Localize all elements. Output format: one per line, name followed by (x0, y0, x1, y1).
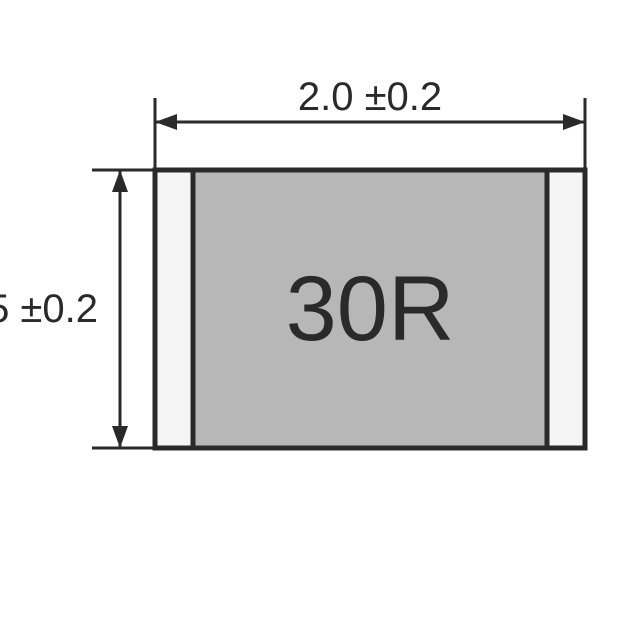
dim-width-arrow-right (563, 114, 585, 130)
dim-height-arrow-bottom (112, 426, 128, 448)
component-marking: 30R (286, 258, 455, 360)
component-terminal-left (155, 170, 193, 448)
dim-height-arrow-top (112, 170, 128, 192)
dim-height-label: 1.25 ±0.2 (0, 287, 98, 331)
component-terminal-right (547, 170, 585, 448)
dim-width-label: 2.0 ±0.2 (298, 75, 442, 119)
dim-width-arrow-left (155, 114, 177, 130)
